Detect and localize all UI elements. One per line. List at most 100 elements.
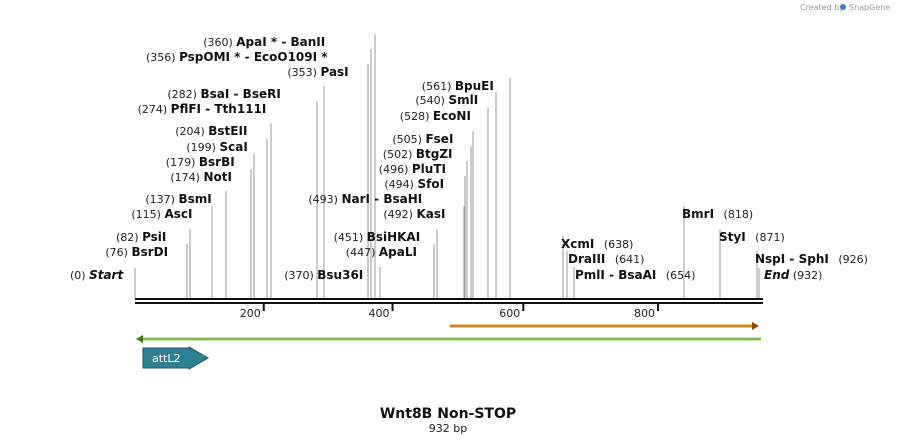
site-position: (199) [186, 141, 219, 154]
site-label-bsmi[interactable]: (137) BsmI [145, 192, 211, 206]
site-label-kasi[interactable]: (492) KasI [383, 207, 445, 221]
site-label-scai[interactable]: (199) ScaI [186, 140, 247, 154]
enzyme-name: BsaI [200, 87, 229, 101]
site-position: (282) [167, 88, 200, 101]
enzyme-name: NarI [341, 192, 370, 206]
feature-green[interactable] [136, 335, 761, 343]
feature-attL2[interactable]: attL2 [142, 346, 209, 370]
enzyme-name: SfoI [417, 177, 444, 191]
site-position: (641) [611, 253, 644, 266]
enzyme-name: BsrDI [131, 245, 168, 259]
site-label-bsihkai[interactable]: (451) BsiHKAI [334, 230, 421, 244]
axis-tick-label-400: 400 [369, 307, 390, 320]
enzyme-name: BsmI [178, 192, 211, 206]
site-position: (370) [284, 269, 317, 282]
terminal-position: (932) [789, 269, 822, 282]
enzyme-name: BsaHI [383, 192, 422, 206]
site-label-bsu36i[interactable]: (370) Bsu36I [284, 268, 363, 282]
site-position: (353) [287, 66, 320, 79]
site-label-bsteii[interactable]: (204) BstEII [175, 124, 247, 138]
enzyme-name: PsiI [142, 230, 166, 244]
leader-lines [134, 34, 760, 298]
enzyme-name: BsrBI [199, 155, 235, 169]
site-label-apali[interactable]: (447) ApaLI [346, 245, 417, 259]
site-label-nari[interactable]: (493) NarI - BsaHI [308, 192, 422, 206]
site-labels: (76) BsrDI(82) PsiI(115) AscI(137) BsmI(… [70, 35, 868, 282]
terminal-end: End (932) [764, 268, 822, 282]
site-label-asci[interactable]: (115) AscI [131, 207, 192, 221]
site-label-pmli[interactable]: PmlI - BsaAI (654) [575, 268, 695, 282]
enzyme-name: Bsu36I [317, 268, 363, 282]
site-label-pspomi[interactable]: (356) PspOMI * - EcoO109I * [146, 50, 328, 64]
site-position: (505) [392, 133, 425, 146]
enzyme-name: ScaI [219, 140, 247, 154]
credit-brand: SnapGene [849, 3, 890, 12]
site-label-psii[interactable]: (82) PsiI [116, 230, 166, 244]
site-position: (82) [116, 231, 142, 244]
enzyme-name: NspI [755, 252, 785, 266]
site-position: (638) [600, 238, 633, 251]
enzyme-name: EcoNI [433, 109, 471, 123]
site-label-nspi[interactable]: NspI - SphI (926) [755, 252, 868, 266]
enzyme-name: ApaI * [236, 35, 278, 49]
features: attL2 [136, 322, 761, 370]
site-position: (76) [105, 246, 131, 259]
enzyme-name: SmlI [448, 93, 478, 107]
enzyme-name: SphI [799, 252, 829, 266]
site-label-btgzi[interactable]: (502) BtgZI [383, 147, 453, 161]
terminal-start: (0) Start [70, 268, 124, 282]
enzyme-name: FseI [425, 132, 453, 146]
enzyme-separator: - [605, 268, 618, 282]
site-label-bsrbi[interactable]: (179) BsrBI [166, 155, 235, 169]
feature-orange[interactable] [450, 322, 759, 330]
site-label-bsai[interactable]: (282) BsaI - BseRI [167, 87, 280, 101]
axis-tick-label-600: 600 [499, 307, 520, 320]
site-label-bpuei[interactable]: (561) BpuEI [422, 79, 494, 93]
site-label-sfoi[interactable]: (494) SfoI [384, 177, 444, 191]
enzyme-name: PspOMI * [179, 50, 241, 64]
enzyme-name: AscI [164, 207, 192, 221]
feature-orange-arrowhead [752, 322, 759, 330]
site-position: (818) [720, 208, 753, 221]
site-position: (115) [131, 208, 164, 221]
site-position: (561) [422, 80, 455, 93]
enzyme-name: BseRI [243, 87, 281, 101]
site-label-draiii[interactable]: DraIII (641) [568, 252, 644, 266]
enzyme-name: BsaAI [618, 268, 656, 282]
site-label-styi[interactable]: StyI (871) [719, 230, 785, 244]
site-position: (654) [662, 269, 695, 282]
enzyme-separator: - [785, 252, 798, 266]
site-label-bmri[interactable]: BmrI (818) [682, 207, 753, 221]
site-label-pflfi[interactable]: (274) PflFI - Tth111I [138, 102, 267, 116]
terminal-position: (0) [70, 269, 89, 282]
site-label-xcmi[interactable]: XcmI (638) [561, 237, 633, 251]
enzyme-name: BstEII [208, 124, 247, 138]
site-label-pasi[interactable]: (353) PasI [287, 65, 348, 79]
site-position: (528) [400, 110, 433, 123]
attL2-label: attL2 [152, 352, 181, 365]
enzyme-name: BmrI [682, 207, 714, 221]
site-label-pluti[interactable]: (496) PluTI [379, 162, 446, 176]
site-position: (204) [175, 125, 208, 138]
site-label-apai[interactable]: (360) ApaI * - BanII [203, 35, 325, 49]
site-position: (179) [166, 156, 199, 169]
site-label-econi[interactable]: (528) EcoNI [400, 109, 471, 123]
enzyme-name: PflFI [171, 102, 201, 116]
enzyme-name: PluTI [412, 162, 446, 176]
site-label-bsrdi[interactable]: (76) BsrDI [105, 245, 168, 259]
site-position: (360) [203, 36, 236, 49]
credit-prefix: Created by [800, 3, 844, 12]
axis-tick-label-800: 800 [634, 307, 655, 320]
site-label-smli[interactable]: (540) SmlI [415, 93, 478, 107]
snapgene-logo-icon [840, 4, 846, 10]
site-position: (926) [835, 253, 868, 266]
site-position: (496) [379, 163, 412, 176]
attL2-arrow[interactable] [142, 346, 209, 370]
snapgene-credit: Created by SnapGene [800, 3, 890, 12]
site-label-noti[interactable]: (174) NotI [170, 170, 232, 184]
axis-tick-label-200: 200 [240, 307, 261, 320]
enzyme-name: BsiHKAI [367, 230, 421, 244]
site-position: (451) [334, 231, 367, 244]
enzyme-separator: - [229, 87, 242, 101]
site-label-fsei[interactable]: (505) FseI [392, 132, 453, 146]
